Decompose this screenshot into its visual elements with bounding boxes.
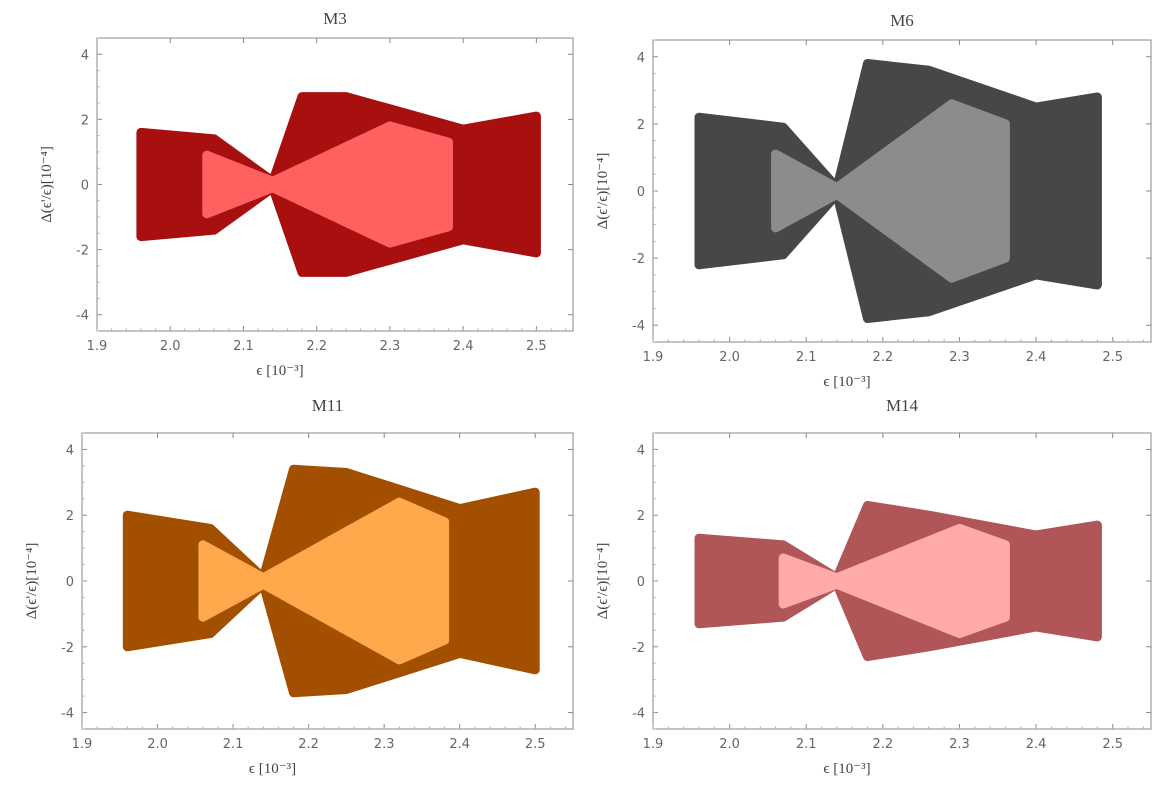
plot-area [694,500,1102,662]
x-axis-label: ϵ [10⁻³] [249,761,296,777]
x-tick-label: 2.5 [525,737,546,752]
x-tick-label: 2.2 [873,737,894,752]
x-tick-label: 1.9 [643,350,664,365]
y-tick-label: 2 [637,509,645,524]
scatter-series-2 [771,99,1010,283]
x-tick-label: 1.9 [87,339,108,354]
x-tick-label: 2.4 [1026,737,1047,752]
x-tick-label: 2.0 [719,350,740,365]
y-tick-label: 2 [637,118,645,133]
y-tick-label: 4 [637,443,645,458]
y-tick-label: -2 [76,244,89,259]
scatter-series-2 [202,121,453,248]
x-tick-label: 2.4 [453,339,474,354]
x-tick-label: 2.3 [949,737,970,752]
x-tick-label: 2.3 [949,350,970,365]
x-tick-label: 2.5 [1102,737,1123,752]
x-axis-label: ϵ [10⁻³] [823,374,870,390]
y-axis-label: Δ(ϵ'/ϵ)[10⁻⁴] [595,153,611,230]
chart-m3: M3 1.9 2.0 2.1 2.2 2.3 2.4 2.5 -4 -2 0 2 4 ϵ [10⁻³] Δ(… [39,9,574,379]
y-tick-label: -4 [61,707,74,722]
x-tick-label: 2.0 [147,737,168,752]
x-tick-label: 2.1 [796,350,817,365]
y-tick-label: -2 [632,252,645,267]
x-axis-label: ϵ [10⁻³] [256,363,303,379]
y-tick-label: -4 [632,319,645,334]
x-tick-label: 2.4 [449,737,470,752]
x-tick-label: 2.4 [1026,350,1047,365]
x-tick-label: 2.2 [306,339,327,354]
chart-panel-m11: M11 1.9 2.0 2.1 2.2 2.3 2.4 2.5 -4 -2 0 2 4 ϵ [10⁻³] Δ… [0,393,578,786]
y-tick-label: 0 [66,575,74,590]
y-tick-label: -4 [632,707,645,722]
chart-title: M14 [886,396,919,415]
chart-title: M3 [323,9,347,28]
chart-panel-m3: M3 1.9 2.0 2.1 2.2 2.3 2.4 2.5 -4 -2 0 2 4 ϵ [10⁻³] Δ(… [0,0,578,393]
plot-area [694,59,1102,323]
x-tick-label: 2.2 [873,350,894,365]
y-tick-label: -2 [632,641,645,656]
x-tick-label: 1.9 [72,737,93,752]
y-tick-label: 0 [637,575,645,590]
chart-panel-m14: M14 1.9 2.0 2.1 2.2 2.3 2.4 2.5 -4 -2 0 2 4 ϵ [10⁻³] Δ… [578,393,1156,786]
x-tick-label: 2.1 [796,737,817,752]
chart-title: M6 [890,11,914,30]
x-tick-label: 1.9 [643,737,664,752]
y-tick-label: 4 [81,48,89,63]
x-tick-label: 2.5 [1102,350,1123,365]
y-tick-label: 4 [66,443,74,458]
x-tick-label: 2.1 [223,737,244,752]
y-tick-label: -2 [61,641,74,656]
y-tick-label: 2 [81,113,89,128]
x-tick-label: 2.2 [298,737,319,752]
y-tick-label: -4 [76,309,89,324]
x-tick-label: 2.0 [719,737,740,752]
chart-panel-m6: M6 1.9 2.0 2.1 2.2 2.3 2.4 2.5 -4 -2 0 2 4 ϵ [10⁻³] Δ(… [578,0,1156,393]
scatter-series-2 [778,523,1010,639]
y-tick-label: 4 [637,51,645,66]
plot-area [122,464,540,698]
x-tick-label: 2.0 [160,339,181,354]
y-tick-label: 0 [81,179,89,194]
y-axis-label: Δ(ϵ'/ϵ)[10⁻⁴] [39,146,55,223]
chart-m6: M6 1.9 2.0 2.1 2.2 2.3 2.4 2.5 -4 -2 0 2 4 ϵ [10⁻³] Δ(… [595,11,1152,390]
x-tick-label: 2.5 [526,339,547,354]
y-tick-label: 0 [637,185,645,200]
plot-area [136,92,541,277]
chart-title: M11 [312,396,344,415]
x-tick-label: 2.1 [233,339,254,354]
chart-m14: M14 1.9 2.0 2.1 2.2 2.3 2.4 2.5 -4 -2 0 2 4 ϵ [10⁻³] Δ… [595,396,1152,777]
chart-m11: M11 1.9 2.0 2.1 2.2 2.3 2.4 2.5 -4 -2 0 2 4 ϵ [10⁻³] Δ… [24,396,574,777]
y-axis-label: Δ(ϵ'/ϵ)[10⁻⁴] [595,543,611,620]
x-axis-label: ϵ [10⁻³] [823,761,870,777]
y-tick-label: 2 [66,509,74,524]
scatter-series-2 [198,497,450,665]
x-tick-label: 2.3 [380,339,401,354]
x-tick-label: 2.3 [374,737,395,752]
y-axis-label: Δ(ϵ'/ϵ)[10⁻⁴] [24,543,40,620]
